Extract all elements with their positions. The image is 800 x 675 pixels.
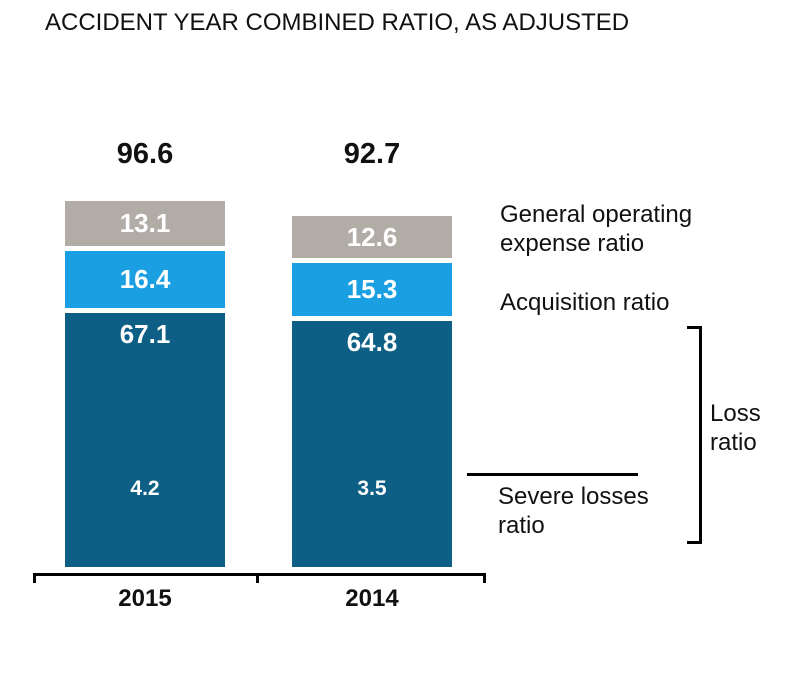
severe-losses-callout-line (467, 473, 638, 476)
legend-loss-line1: Loss (710, 400, 761, 427)
segment-general-operating-2014: 12.6 (292, 215, 452, 264)
legend-severe-line1: Severe losses (498, 483, 649, 510)
segment-acquisition-2014: 15.3 (292, 263, 452, 322)
segment-value-general-operating-2014: 12.6 (346, 221, 398, 252)
segment-value-loss-2015: 67.1 (119, 318, 171, 349)
total-label-2014: 92.7 (343, 138, 401, 170)
chart-title: ACCIDENT YEAR COMBINED RATIO, AS ADJUSTE… (45, 9, 630, 36)
severe-losses-value-2015: 4.2 (130, 477, 160, 500)
segment-acquisition-2015: 16.4 (65, 250, 225, 313)
bar-2014-stack: 12.6 15.3 64.8 3.5 (292, 215, 452, 567)
segment-value-acquisition-2015: 16.4 (119, 263, 171, 294)
legend-general-operating-line2: expense ratio (500, 230, 645, 257)
loss-ratio-bracket (687, 326, 702, 544)
legend-loss-line2: ratio (710, 429, 757, 456)
legend-severe-line2: ratio (498, 512, 545, 539)
total-label-2015: 96.6 (116, 138, 174, 170)
segment-general-operating-2015: 13.1 (65, 200, 225, 251)
legend-general-operating-expense-ratio: General operating expense ratio (500, 200, 692, 258)
legend-loss-ratio: Loss ratio (710, 399, 761, 457)
legend-general-operating-line1: General operating (500, 201, 693, 228)
segment-loss-2014: 64.8 3.5 (292, 321, 452, 567)
legend-acquisition-line1: Acquisition ratio (500, 289, 670, 316)
severe-losses-value-2014: 3.5 (357, 477, 387, 500)
x-axis-line (33, 573, 485, 576)
segment-value-loss-2014: 64.8 (346, 327, 398, 358)
bar-2015-stack: 13.1 16.4 67.1 4.2 (65, 200, 225, 567)
x-axis-tick-middle (256, 573, 259, 583)
segment-value-acquisition-2014: 15.3 (346, 274, 398, 305)
legend-severe-losses-ratio: Severe losses ratio (498, 482, 649, 540)
category-label-2014: 2014 (345, 585, 399, 612)
legend-acquisition-ratio: Acquisition ratio (500, 288, 669, 317)
segment-value-general-operating-2015: 13.1 (119, 207, 171, 238)
x-axis-tick-right (483, 573, 486, 583)
x-axis-tick-left (33, 573, 36, 583)
category-label-2015: 2015 (118, 585, 172, 612)
segment-loss-2015: 67.1 4.2 (65, 312, 225, 567)
